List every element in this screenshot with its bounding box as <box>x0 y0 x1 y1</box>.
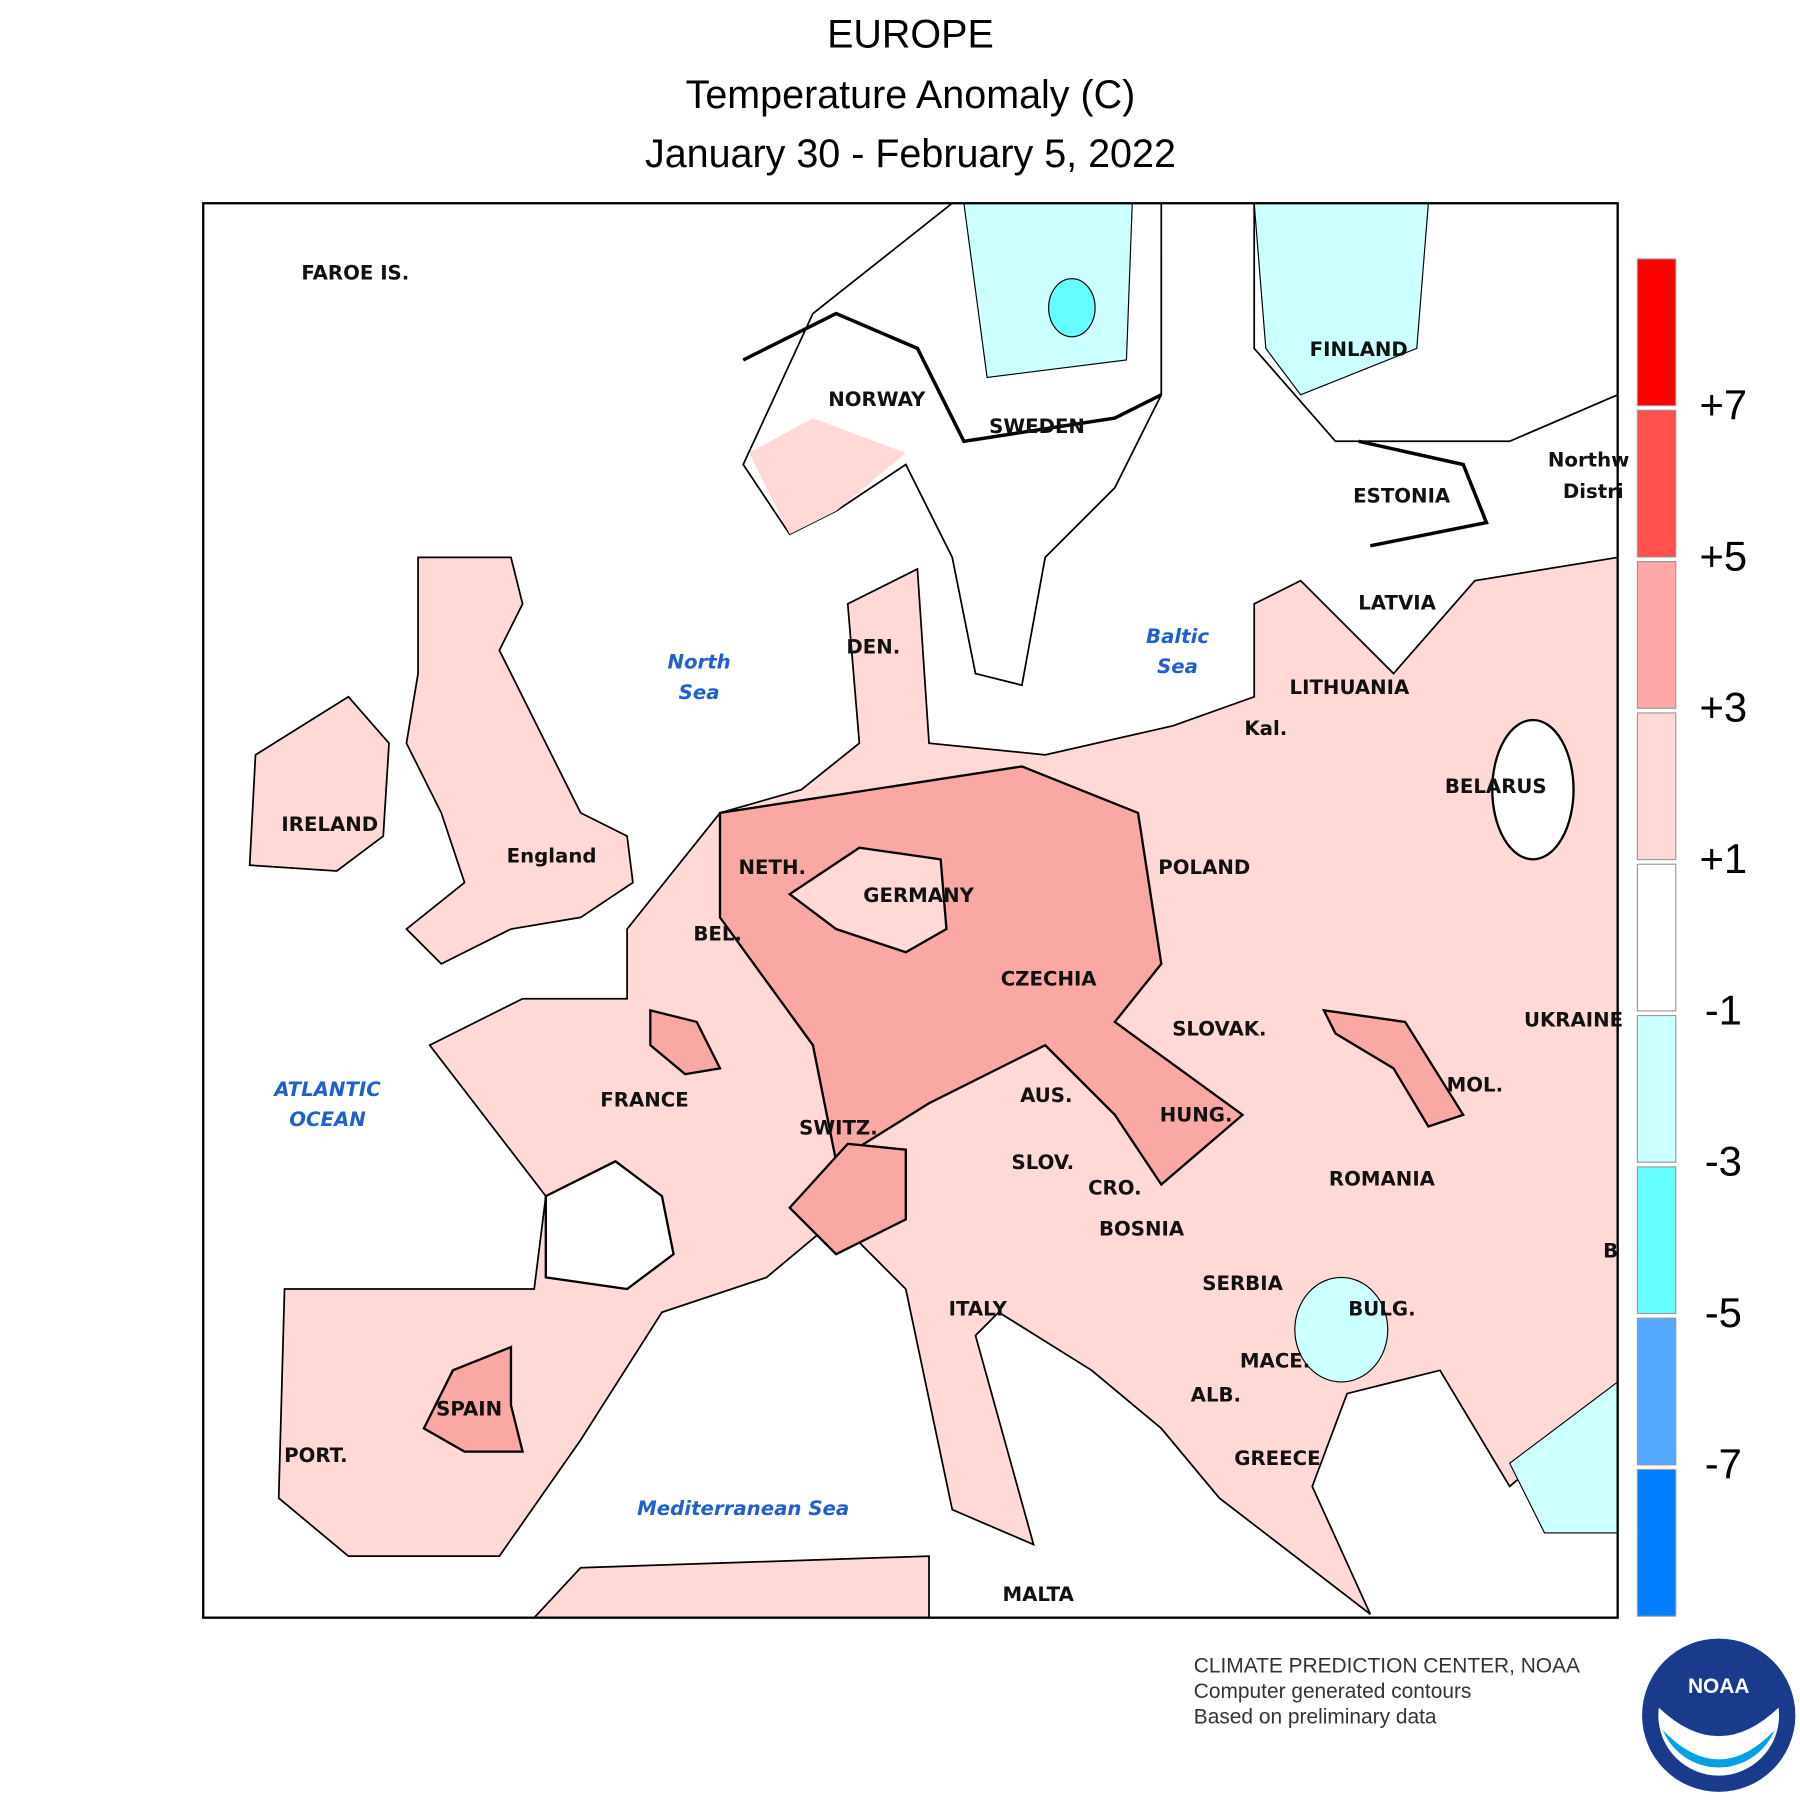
water-label: Mediterranean Sea <box>637 1497 849 1520</box>
legend: +7 +5 +3 +1 -1 -3 -5 -7 <box>1636 258 1748 1617</box>
map: FAROE IS. NORWAY SWEDEN FINLAND Northw Distri… <box>202 202 1630 1619</box>
country-label: IRELAND <box>281 813 378 836</box>
water-label: OCEAN <box>289 1108 366 1131</box>
legend-swatch <box>1636 1317 1677 1466</box>
legend-tick-label: -5 <box>1705 1289 1742 1336</box>
water-label: Baltic <box>1146 625 1209 648</box>
country-label: FRANCE <box>600 1088 688 1111</box>
map-frame <box>202 202 1619 1619</box>
country-label: FINLAND <box>1310 338 1408 361</box>
legend-swatch <box>1636 1014 1677 1163</box>
legend-swatch <box>1636 1166 1677 1315</box>
country-label: HUNG. <box>1160 1104 1233 1127</box>
country-label: GERMANY <box>863 884 974 907</box>
legend-tick-label: -3 <box>1705 1138 1742 1185</box>
country-label: GREECE <box>1234 1447 1320 1470</box>
country-label: DEN. <box>846 636 900 659</box>
country-label: UKRAINE <box>1524 1008 1623 1031</box>
country-label: BULG. <box>1348 1297 1415 1320</box>
country-label: BEL. <box>693 922 742 945</box>
legend-swatch <box>1636 258 1677 407</box>
country-label: SWITZ. <box>799 1116 878 1139</box>
legend-tick-label: -1 <box>1705 986 1742 1033</box>
country-label: ROMANIA <box>1329 1167 1436 1190</box>
country-label: ITALY <box>949 1297 1008 1320</box>
country-label: BELARUS <box>1445 775 1547 798</box>
credit: Based on preliminary data <box>1194 1705 1437 1728</box>
noaa-logo: NOAA <box>1642 1638 1796 1792</box>
region-title: EUROPE <box>827 13 994 57</box>
legend-tick-label: -7 <box>1705 1440 1742 1487</box>
country-label: LATVIA <box>1358 591 1436 614</box>
country-label: MALTA <box>1002 1583 1074 1606</box>
water-label: North <box>667 651 730 674</box>
legend-swatch <box>1636 561 1677 709</box>
country-label: BOSNIA <box>1099 1217 1185 1240</box>
country-label: SLOV. <box>1012 1151 1075 1174</box>
country-label: LITHUANIA <box>1290 676 1410 699</box>
logo-text: NOAA <box>1688 1675 1750 1698</box>
country-label: MOL. <box>1447 1073 1504 1096</box>
country-label: CRO. <box>1088 1177 1142 1200</box>
period: January 30 - February 5, 2022 <box>645 132 1176 176</box>
legend-swatch <box>1636 863 1677 1012</box>
country-label: SWEDEN <box>989 415 1085 438</box>
country-label: Northw <box>1548 449 1630 472</box>
legend-tick-label: +5 <box>1700 532 1748 579</box>
legend-swatch <box>1636 712 1677 861</box>
legend-swatch <box>1636 409 1677 558</box>
water-label: ATLANTIC <box>272 1078 381 1101</box>
country-label: MACE. <box>1240 1350 1310 1373</box>
credit: CLIMATE PREDICTION CENTER, NOAA <box>1194 1654 1580 1677</box>
country-label: AUS. <box>1020 1084 1072 1107</box>
country-label: England <box>507 845 597 868</box>
water-label: Sea <box>679 681 720 704</box>
legend-tick-label: +7 <box>1700 381 1748 428</box>
water-label: Sea <box>1157 655 1198 678</box>
legend-tick-label: +3 <box>1700 684 1748 731</box>
country-label: POLAND <box>1158 856 1250 879</box>
legend-swatch <box>1636 1468 1677 1617</box>
country-label: CZECHIA <box>1001 968 1098 991</box>
country-label: SLOVAK. <box>1172 1018 1266 1041</box>
country-label: FAROE IS. <box>301 262 409 285</box>
country-label: NETH. <box>739 856 806 879</box>
title: Temperature Anomaly (C) <box>686 73 1136 117</box>
country-label: PORT. <box>284 1444 348 1467</box>
country-label: SERBIA <box>1202 1272 1283 1295</box>
country-label: ESTONIA <box>1353 485 1451 508</box>
country-label: B <box>1603 1239 1618 1262</box>
country-label: Kal. <box>1244 717 1287 740</box>
legend-tick-label: +1 <box>1700 835 1748 882</box>
country-label: ALB. <box>1191 1383 1241 1406</box>
country-label: Distri <box>1563 480 1624 503</box>
country-label: SPAIN <box>436 1397 502 1420</box>
credit: Computer generated contours <box>1194 1680 1472 1703</box>
country-label: NORWAY <box>828 388 926 411</box>
